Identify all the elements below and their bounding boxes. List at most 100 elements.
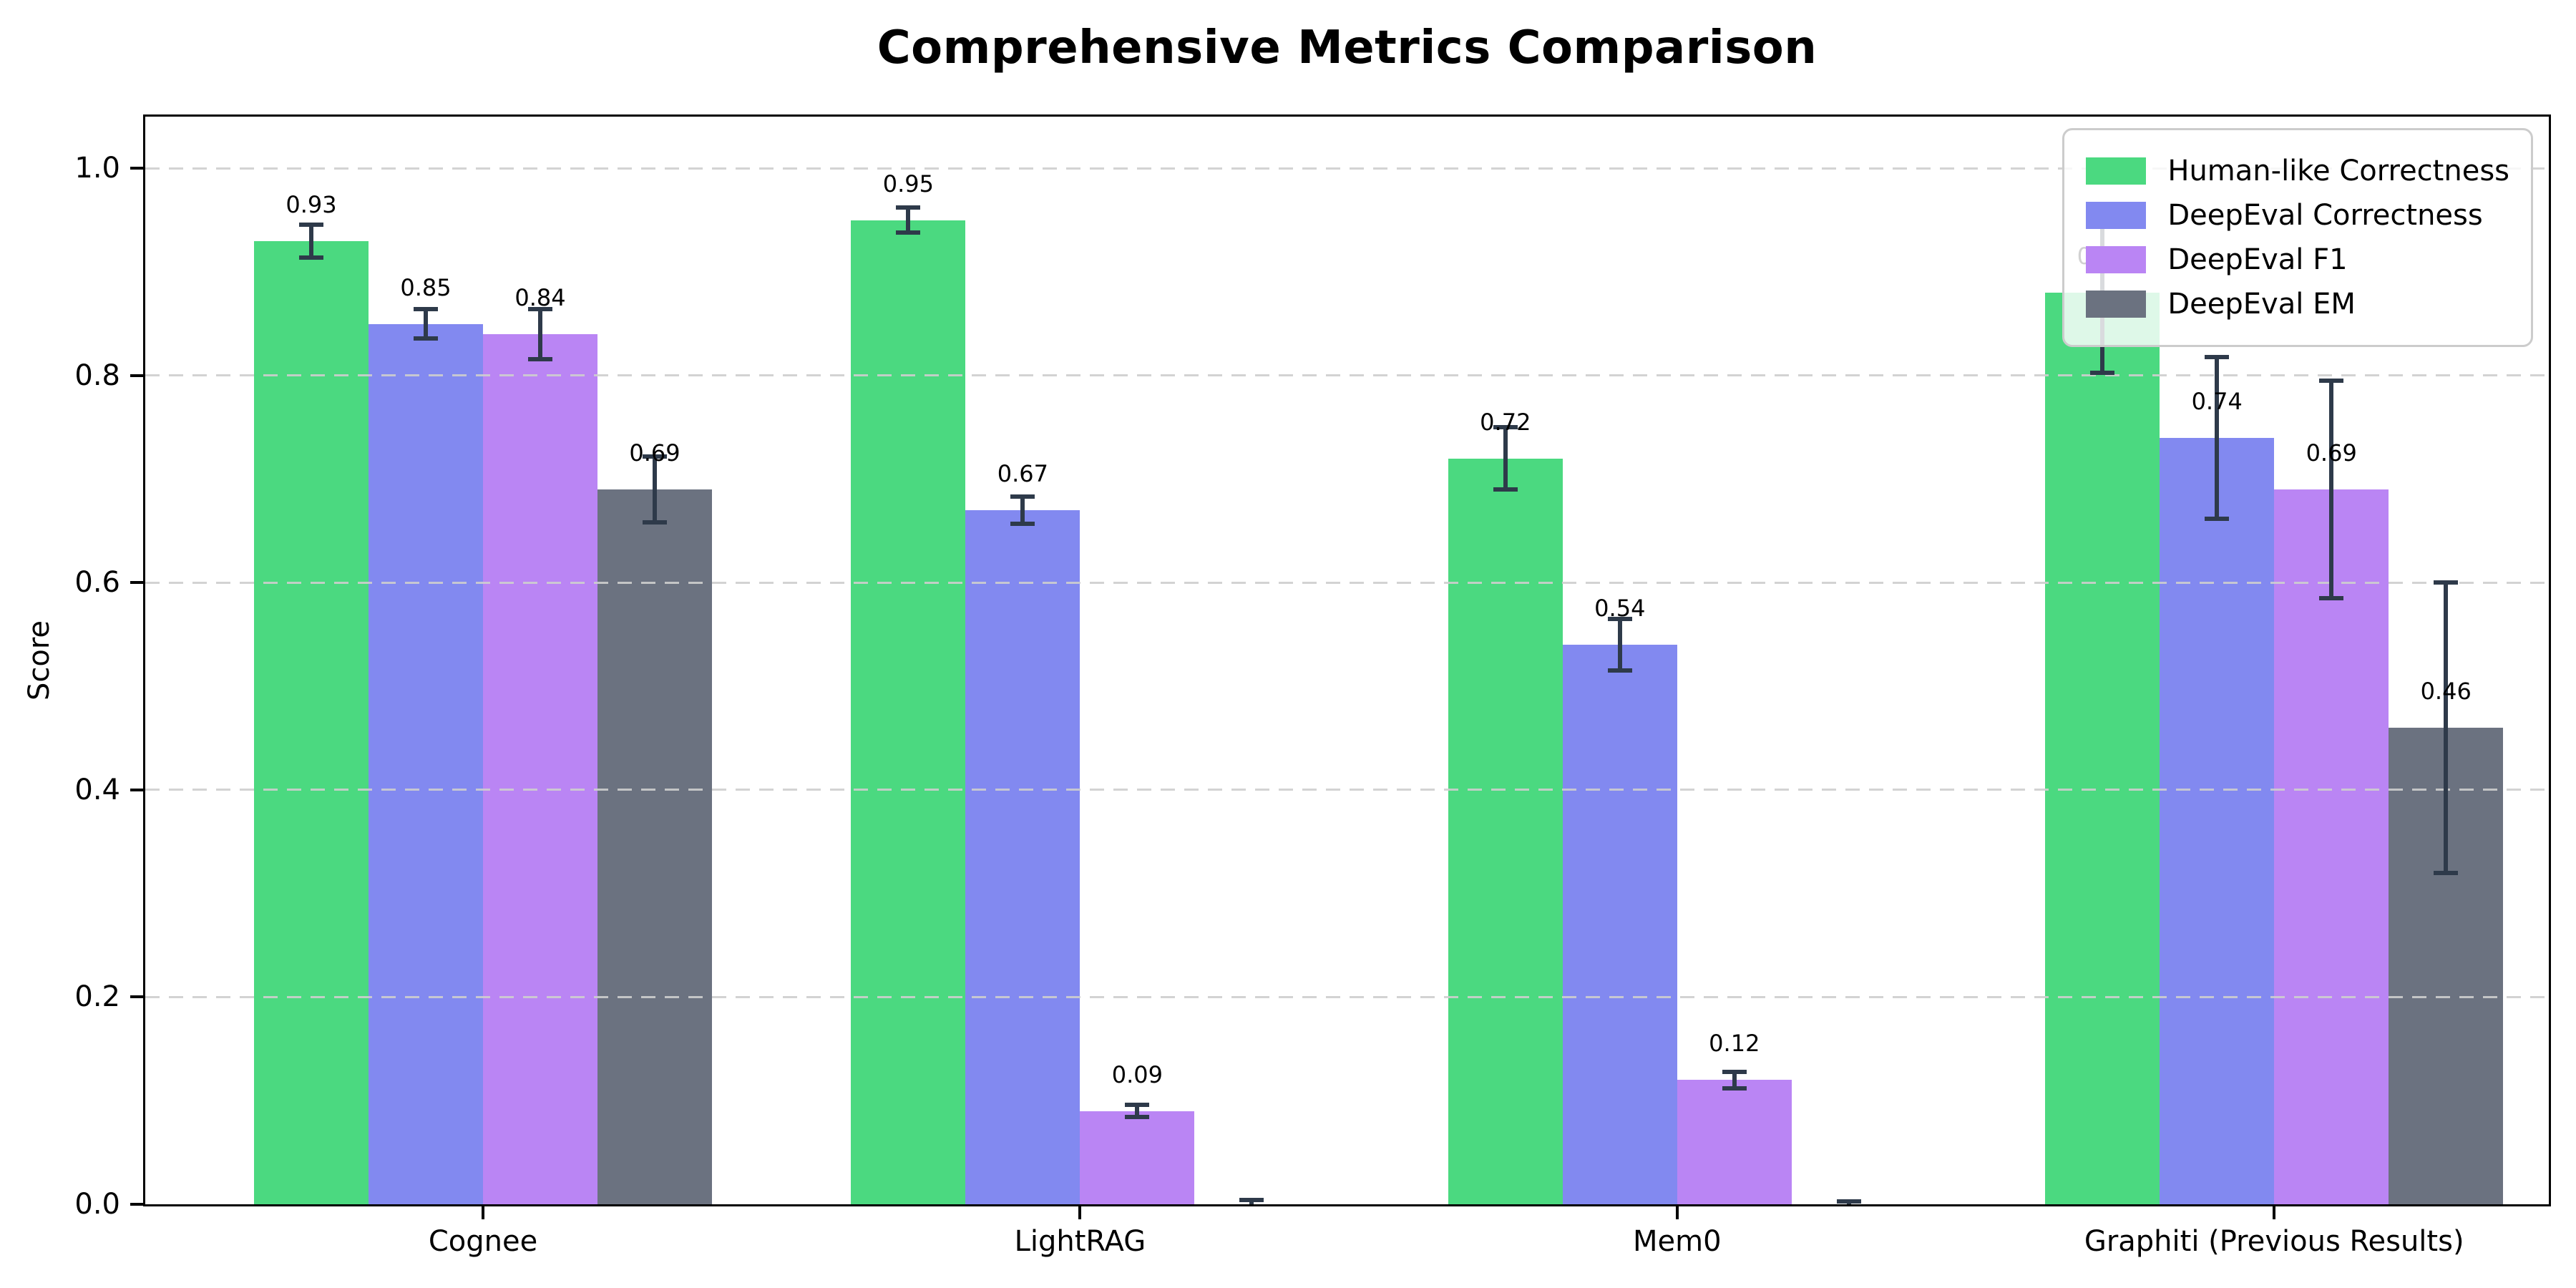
legend-swatch	[2086, 157, 2147, 185]
legend-item: DeepEval F1	[2086, 243, 2509, 276]
y-tick-mark	[130, 995, 143, 999]
error-bar	[2215, 356, 2220, 519]
y-tick-label: 1.0	[74, 152, 120, 185]
error-bar	[2444, 582, 2449, 873]
bar	[483, 334, 597, 1204]
y-tick-mark	[130, 581, 143, 585]
error-bar-cap	[2434, 870, 2459, 875]
value-label: 0.84	[514, 284, 566, 312]
error-bar-cap	[1607, 617, 1632, 622]
error-bar-cap	[896, 205, 921, 210]
x-tick-label: LightRAG	[1014, 1225, 1146, 1258]
error-bar-cap	[1125, 1103, 1150, 1108]
value-label: 0.46	[2420, 678, 2472, 706]
error-bar	[309, 224, 313, 258]
error-bar	[424, 309, 428, 338]
bar	[254, 240, 369, 1204]
legend-item: DeepEval EM	[2086, 288, 2509, 321]
value-label: 0.72	[1480, 408, 1531, 436]
legend-swatch	[2086, 291, 2147, 318]
error-bar-cap	[1722, 1085, 1747, 1091]
value-label: 0.12	[1709, 1030, 1760, 1058]
error-bar-cap	[1607, 668, 1632, 673]
chart-title: Comprehensive Metrics Comparison	[877, 21, 1818, 74]
error-bar-cap	[528, 356, 552, 361]
legend-item: DeepEval Correctness	[2086, 199, 2509, 232]
error-bar-cap	[414, 307, 438, 312]
value-labels-layer: 0.93 0.85 0.84 0.69 0.95 0.67 0.09 0.72 0.54 0.12…	[145, 117, 2549, 1204]
bars-layer	[145, 117, 2549, 1204]
error-bar-cap	[299, 255, 323, 260]
bar	[1448, 458, 1563, 1204]
bar	[597, 489, 712, 1204]
y-tick-label: 0.8	[74, 358, 120, 392]
value-label: 0.67	[997, 460, 1049, 488]
error-bar-cap	[1239, 1198, 1264, 1203]
error-bar-cap	[643, 454, 667, 459]
legend-label: DeepEval Correctness	[2167, 199, 2483, 232]
error-bar-cap	[1493, 487, 1518, 492]
value-label: 0.69	[2306, 439, 2357, 467]
x-tick-mark	[1078, 1206, 1082, 1219]
error-bar-cap	[299, 222, 323, 227]
x-tick-label: Cognee	[428, 1225, 538, 1258]
error-bar-cap	[1010, 521, 1035, 526]
y-tick-label: 0.6	[74, 566, 120, 600]
gridline	[145, 581, 2549, 584]
error-bar-cap	[414, 336, 438, 341]
y-axis-label: Score	[23, 620, 56, 701]
x-tick-mark	[1675, 1206, 1679, 1219]
bar	[2045, 293, 2160, 1204]
bar	[1677, 1080, 1792, 1204]
y-tick-mark	[130, 374, 143, 377]
value-label: 0.85	[400, 273, 452, 301]
y-tick-label: 0.4	[74, 773, 120, 806]
error-bar-cap	[2205, 516, 2230, 521]
gridline	[145, 995, 2549, 998]
error-bar	[906, 208, 911, 233]
gridline	[145, 789, 2549, 791]
error-bar-cap	[1493, 425, 1518, 430]
value-label: 0.54	[1594, 595, 1646, 623]
error-bar-cap	[1125, 1115, 1150, 1120]
error-bar	[1732, 1071, 1737, 1088]
error-bar	[653, 456, 657, 523]
value-label: 0.69	[629, 439, 680, 467]
bar	[369, 323, 483, 1204]
error-bars-layer	[145, 117, 2549, 1204]
plot-area: 0.93 0.85 0.84 0.69 0.95 0.67 0.09 0.72 0.54 0.12…	[143, 114, 2551, 1206]
legend-label: DeepEval F1	[2167, 243, 2348, 276]
error-bar	[1503, 427, 1508, 490]
error-bar-cap	[1836, 1199, 1861, 1204]
legend-swatch	[2086, 246, 2147, 273]
error-bar-cap	[896, 230, 921, 235]
y-tick-label: 0.2	[74, 980, 120, 1014]
bar	[851, 220, 966, 1204]
error-bar-cap	[1010, 494, 1035, 499]
value-label: 0.74	[2191, 387, 2243, 415]
error-bar	[1135, 1105, 1140, 1118]
error-bar	[2329, 381, 2334, 599]
legend: Human-like Correctness DeepEval Correctne…	[2062, 128, 2533, 347]
value-label: 0.09	[1111, 1060, 1163, 1088]
gridlines-layer	[145, 117, 2549, 1204]
error-bar-cap	[2434, 580, 2459, 585]
error-bar	[1617, 619, 1622, 671]
x-tick-label: Mem0	[1633, 1225, 1722, 1258]
value-label: 0.95	[882, 170, 935, 197]
legend-item: Human-like Correctness	[2086, 155, 2509, 187]
y-tick-mark	[130, 1203, 143, 1206]
error-bar-cap	[2319, 596, 2344, 601]
error-bar	[538, 309, 542, 359]
y-tick-label: 0.0	[74, 1188, 120, 1221]
legend-swatch	[2086, 202, 2147, 229]
legend-label: Human-like Correctness	[2167, 155, 2509, 187]
bar	[2274, 489, 2389, 1204]
error-bar-cap	[643, 520, 667, 525]
y-tick-mark	[130, 167, 143, 170]
error-bar-cap	[2205, 354, 2230, 359]
bar	[2160, 437, 2275, 1204]
x-tick-mark	[482, 1206, 484, 1219]
bar	[1562, 645, 1677, 1204]
